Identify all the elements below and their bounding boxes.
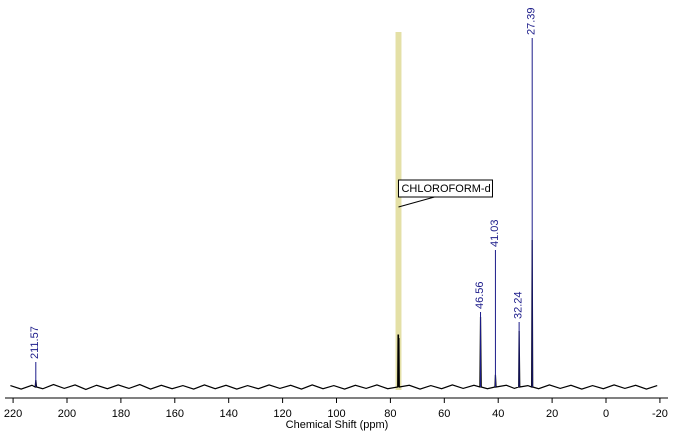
peak-label: 27.39 [526, 7, 538, 35]
peak-label: 32.24 [513, 291, 525, 319]
spectrum-line [10, 239, 658, 391]
x-tick-label: 0 [603, 408, 609, 420]
peak-label: 211.57 [29, 326, 41, 359]
x-tick-label: 220 [4, 408, 22, 420]
x-tick-label: 20 [546, 408, 558, 420]
x-tick-label: -20 [652, 408, 668, 420]
solvent-band [395, 32, 402, 390]
annotation-box [397, 179, 493, 198]
annotation-text: CHLOROFORM-d [401, 183, 490, 195]
annotation-pointer [398, 196, 435, 208]
x-tick-label: 140 [220, 408, 238, 420]
x-tick-label: 200 [58, 408, 76, 420]
x-tick-label: 160 [166, 408, 184, 420]
x-tick-label: 180 [112, 408, 130, 420]
x-tick-label: 40 [492, 408, 504, 420]
x-axis-label: Chemical Shift (ppm) [286, 419, 389, 431]
peak-label: 46.56 [474, 281, 486, 309]
x-tick-label: 60 [438, 408, 450, 420]
x-tick-label: 120 [273, 408, 291, 420]
x-tick-label: 100 [327, 408, 345, 420]
peak-label: 41.03 [489, 219, 501, 247]
x-tick-label: 80 [384, 408, 396, 420]
